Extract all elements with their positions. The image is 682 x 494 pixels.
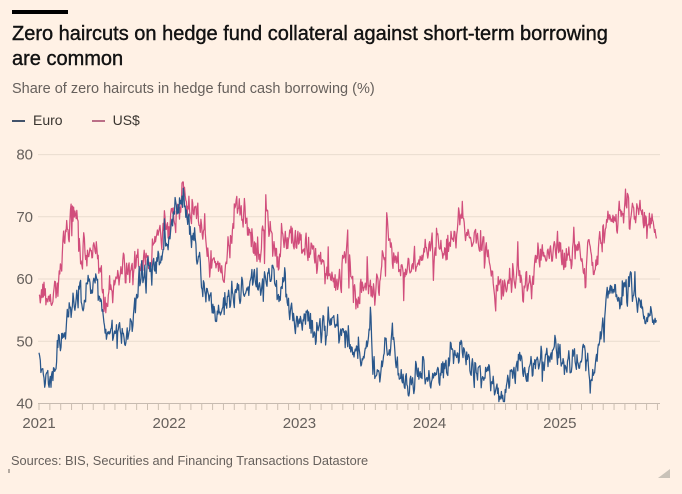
svg-text:70: 70	[16, 209, 33, 226]
svg-text:40: 40	[16, 396, 33, 413]
svg-text:2021: 2021	[22, 415, 55, 432]
svg-text:50: 50	[16, 333, 33, 350]
svg-text:80: 80	[16, 147, 33, 164]
svg-text:2022: 2022	[153, 415, 186, 432]
svg-text:60: 60	[16, 271, 33, 288]
svg-text:2025: 2025	[543, 415, 576, 432]
svg-text:2024: 2024	[413, 415, 446, 432]
svg-text:2023: 2023	[283, 415, 316, 432]
